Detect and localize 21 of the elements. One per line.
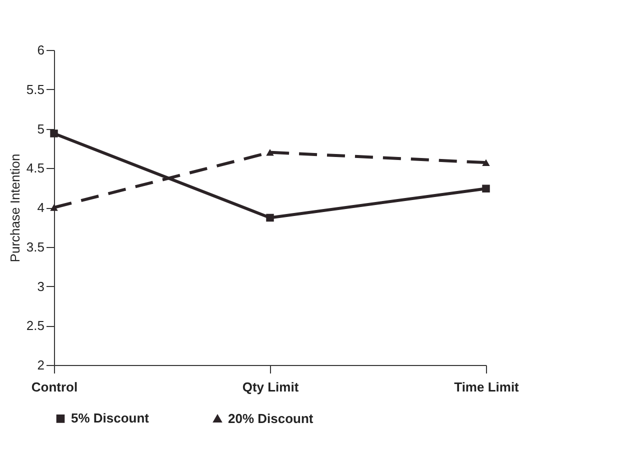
- x-tick-label: Qty Limit: [242, 380, 300, 394]
- y-tick-label: 2.5: [26, 318, 44, 334]
- point: [50, 204, 58, 211]
- point: [482, 184, 490, 192]
- y-tick-label: 2: [37, 358, 44, 372]
- point: [266, 214, 274, 222]
- x-tick-label: Control: [31, 380, 78, 394]
- point: [266, 149, 274, 156]
- x-tick-label: Time Limit: [454, 380, 520, 394]
- point: [50, 130, 58, 138]
- y-tick-label: 6: [37, 42, 44, 58]
- y-tick-label: 4: [37, 200, 44, 215]
- y-axis-title: Purchase Intention: [7, 154, 22, 262]
- y-tick-label: 3.5: [26, 239, 44, 254]
- y-tick-label: 5.5: [26, 82, 44, 97]
- y-tick-label: 3: [37, 278, 44, 294]
- y-tick-label: 4.5: [26, 160, 44, 176]
- point: [482, 159, 490, 166]
- legend-label: 5% Discount: [71, 410, 150, 426]
- legend-label: 20% Discount: [228, 410, 314, 426]
- y-tick-label: 5: [37, 121, 44, 136]
